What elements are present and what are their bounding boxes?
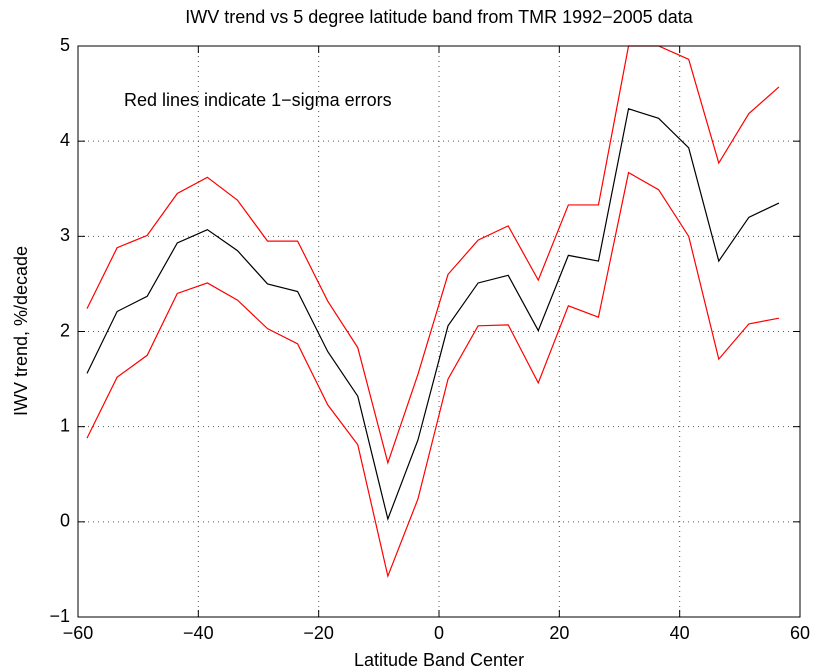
y-tick-label: 5: [60, 35, 70, 55]
x-tick-label: 0: [434, 623, 444, 643]
x-axis-label: Latitude Band Center: [354, 650, 524, 670]
annotation: Red lines indicate 1−sigma errors: [124, 90, 392, 110]
x-tick-label: −60: [63, 623, 94, 643]
y-axis-label: IWV trend, %/decade: [11, 246, 31, 416]
x-tick-label: 60: [790, 623, 810, 643]
y-tick-label: 2: [60, 320, 70, 340]
data-line: [86, 171, 780, 579]
y-tick-label: 1: [60, 415, 70, 435]
data-line: [86, 108, 780, 521]
y-tick-label: 3: [60, 225, 70, 245]
plot-frame: [77, 45, 801, 618]
y-tick-label: −1: [49, 606, 70, 626]
x-tick-label: 20: [549, 623, 569, 643]
x-tick-label: 40: [670, 623, 690, 643]
chart-title: IWV trend vs 5 degree latitude band from…: [185, 7, 693, 27]
x-tick-label: −40: [183, 623, 214, 643]
y-tick-label: 0: [60, 511, 70, 531]
data-line: [86, 45, 780, 465]
y-tick-label: 4: [60, 130, 70, 150]
x-tick-label: −20: [303, 623, 334, 643]
